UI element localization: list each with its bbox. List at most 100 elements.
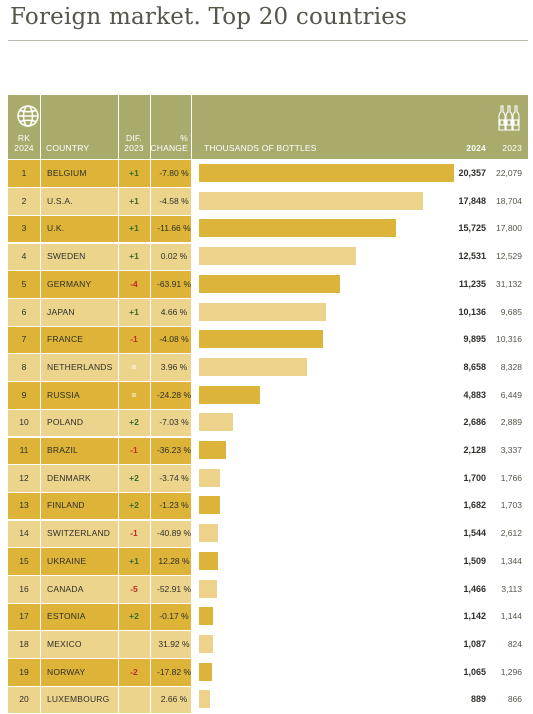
country-label: BRAZIL: [47, 445, 78, 455]
bar-finland: [199, 496, 221, 515]
value-row: 10,136 9,685: [8, 299, 528, 326]
rank-change-badge: -1: [130, 528, 138, 539]
value-2024: 1,087: [463, 638, 486, 649]
value-2023: 12,529: [496, 251, 522, 262]
value-2023: 1,344: [500, 555, 522, 566]
table-row: 13 FINLAND +2 -1.23 %: [8, 492, 192, 520]
country-label: NORWAY: [47, 666, 86, 677]
bar-netherlands: [199, 357, 308, 376]
value-2023: 18,704: [496, 195, 522, 206]
value-2024: 2,686: [463, 417, 486, 428]
table-row: 3 U.K. +1 -11.66 %: [8, 215, 192, 243]
value-2024: 11,235: [458, 278, 486, 289]
table-row: 11 BRAZIL -1 -36.23 %: [8, 437, 192, 464]
value-2023: 3,113: [501, 583, 522, 594]
value-2023: 2,889: [500, 417, 522, 428]
value-2023: 824: [507, 638, 522, 649]
value-2024: 1,544: [463, 528, 486, 539]
row-divider: [8, 408, 192, 410]
column-divider: [118, 95, 119, 714]
table-row: 7 FRANCE -1 -4.08 %: [8, 326, 192, 354]
header-change-symbol: %: [180, 133, 188, 143]
value-row: 17,848 18,704: [8, 188, 528, 215]
value-2023: 17,800: [496, 223, 522, 234]
value-2024: 17,848: [458, 195, 486, 206]
bar-japan: [199, 302, 326, 321]
value-2023: 10,316: [496, 334, 522, 345]
change-percent: -7.03 %: [159, 417, 189, 428]
row-divider: [8, 575, 192, 576]
row-divider: [8, 187, 192, 189]
rank-cell: 14: [19, 528, 29, 539]
column-divider: [150, 95, 151, 714]
bar-poland: [199, 413, 233, 432]
change-percent: 3.96 %: [160, 361, 188, 372]
country-label: U.S.A.: [47, 195, 73, 206]
value-row: 20,357 22,079: [8, 160, 528, 187]
country-label: LUXEMBOURG: [47, 694, 110, 705]
header-dif-year: 2023: [124, 143, 144, 153]
bar-estonia: [199, 607, 214, 626]
change-percent: -3.74 %: [159, 472, 189, 483]
value-2024: 1,466: [463, 583, 486, 594]
change-percent: -24.28 %: [156, 389, 192, 400]
value-row: 1,700 1,766: [8, 465, 528, 492]
rank-cell: 6: [21, 306, 27, 317]
header-rank: RK 2024: [8, 133, 40, 153]
change-percent: -36.23 %: [156, 445, 192, 455]
change-percent: -4.08 %: [159, 334, 189, 345]
table-header-band: [8, 95, 528, 159]
change-percent: -1.23 %: [159, 500, 189, 511]
change-percent: 0.02 %: [160, 251, 188, 262]
value-2023: 1,703: [500, 500, 522, 511]
value-2024: 4,883: [463, 389, 486, 400]
bar-ukraine: [199, 551, 218, 570]
country-label: FRANCE: [47, 334, 84, 345]
value-2023: 9,685: [500, 306, 522, 317]
value-2024: 1,509: [463, 555, 486, 566]
value-row: 1,466 3,113: [8, 576, 528, 603]
change-percent: -52.91 %: [156, 583, 192, 594]
value-row: 1,682 1,703: [8, 492, 528, 519]
country-label: SWEDEN: [47, 251, 86, 262]
bar-brazil: [199, 441, 226, 459]
rank-change-badge: +1: [129, 195, 139, 206]
header-dif-label: DIF.: [126, 133, 142, 143]
value-2024: 1,142: [463, 611, 486, 622]
rank-change-badge: -2: [130, 666, 138, 677]
value-2023: 866: [507, 694, 522, 705]
row-divider: [8, 685, 192, 687]
value-2023: 1,144: [500, 611, 522, 622]
header-rank-year: 2024: [14, 143, 34, 153]
change-percent: 12.28 %: [158, 555, 190, 566]
value-2024: 889: [470, 694, 486, 705]
header-rank-label: RK: [17, 133, 31, 143]
table-row: 18 MEXICO 31.92 %: [8, 630, 192, 658]
value-row: 1,544 2,612: [8, 520, 528, 547]
rank-cell: 2: [21, 195, 27, 206]
header-dif: DIF. 2023: [118, 133, 150, 153]
rank-change-badge: +1: [129, 251, 139, 262]
rank-change-badge: +1: [129, 306, 139, 317]
change-percent: 2.66 %: [160, 694, 188, 705]
value-2023: 8,328: [500, 361, 522, 372]
row-divider: [8, 602, 192, 604]
change-percent: 31.92 %: [158, 638, 190, 649]
table-row: 16 CANADA -5 -52.91 %: [8, 575, 192, 603]
value-row: 1,065 1,296: [8, 659, 528, 686]
table-row: 19 NORWAY -2 -17.82 %: [8, 658, 192, 686]
value-2024: 15,725: [458, 223, 486, 234]
rank-cell: 19: [19, 666, 29, 677]
rank-change-badge: +1: [129, 223, 139, 234]
country-label: SWITZERLAND: [47, 528, 111, 539]
value-row: 9,895 10,316: [8, 326, 528, 353]
value-row: 889 866: [8, 686, 528, 713]
bar-sweden: [199, 247, 356, 266]
rank-cell: 3: [21, 223, 27, 234]
header-change: % CHANGE: [146, 133, 188, 153]
change-percent: -7.80 %: [159, 168, 189, 178]
rank-change-badge: -4: [130, 278, 138, 289]
table-row: 15 UKRAINE +1 12.28 %: [8, 547, 192, 575]
rank-cell: 15: [19, 555, 29, 566]
country-label: BELGIUM: [47, 168, 87, 178]
